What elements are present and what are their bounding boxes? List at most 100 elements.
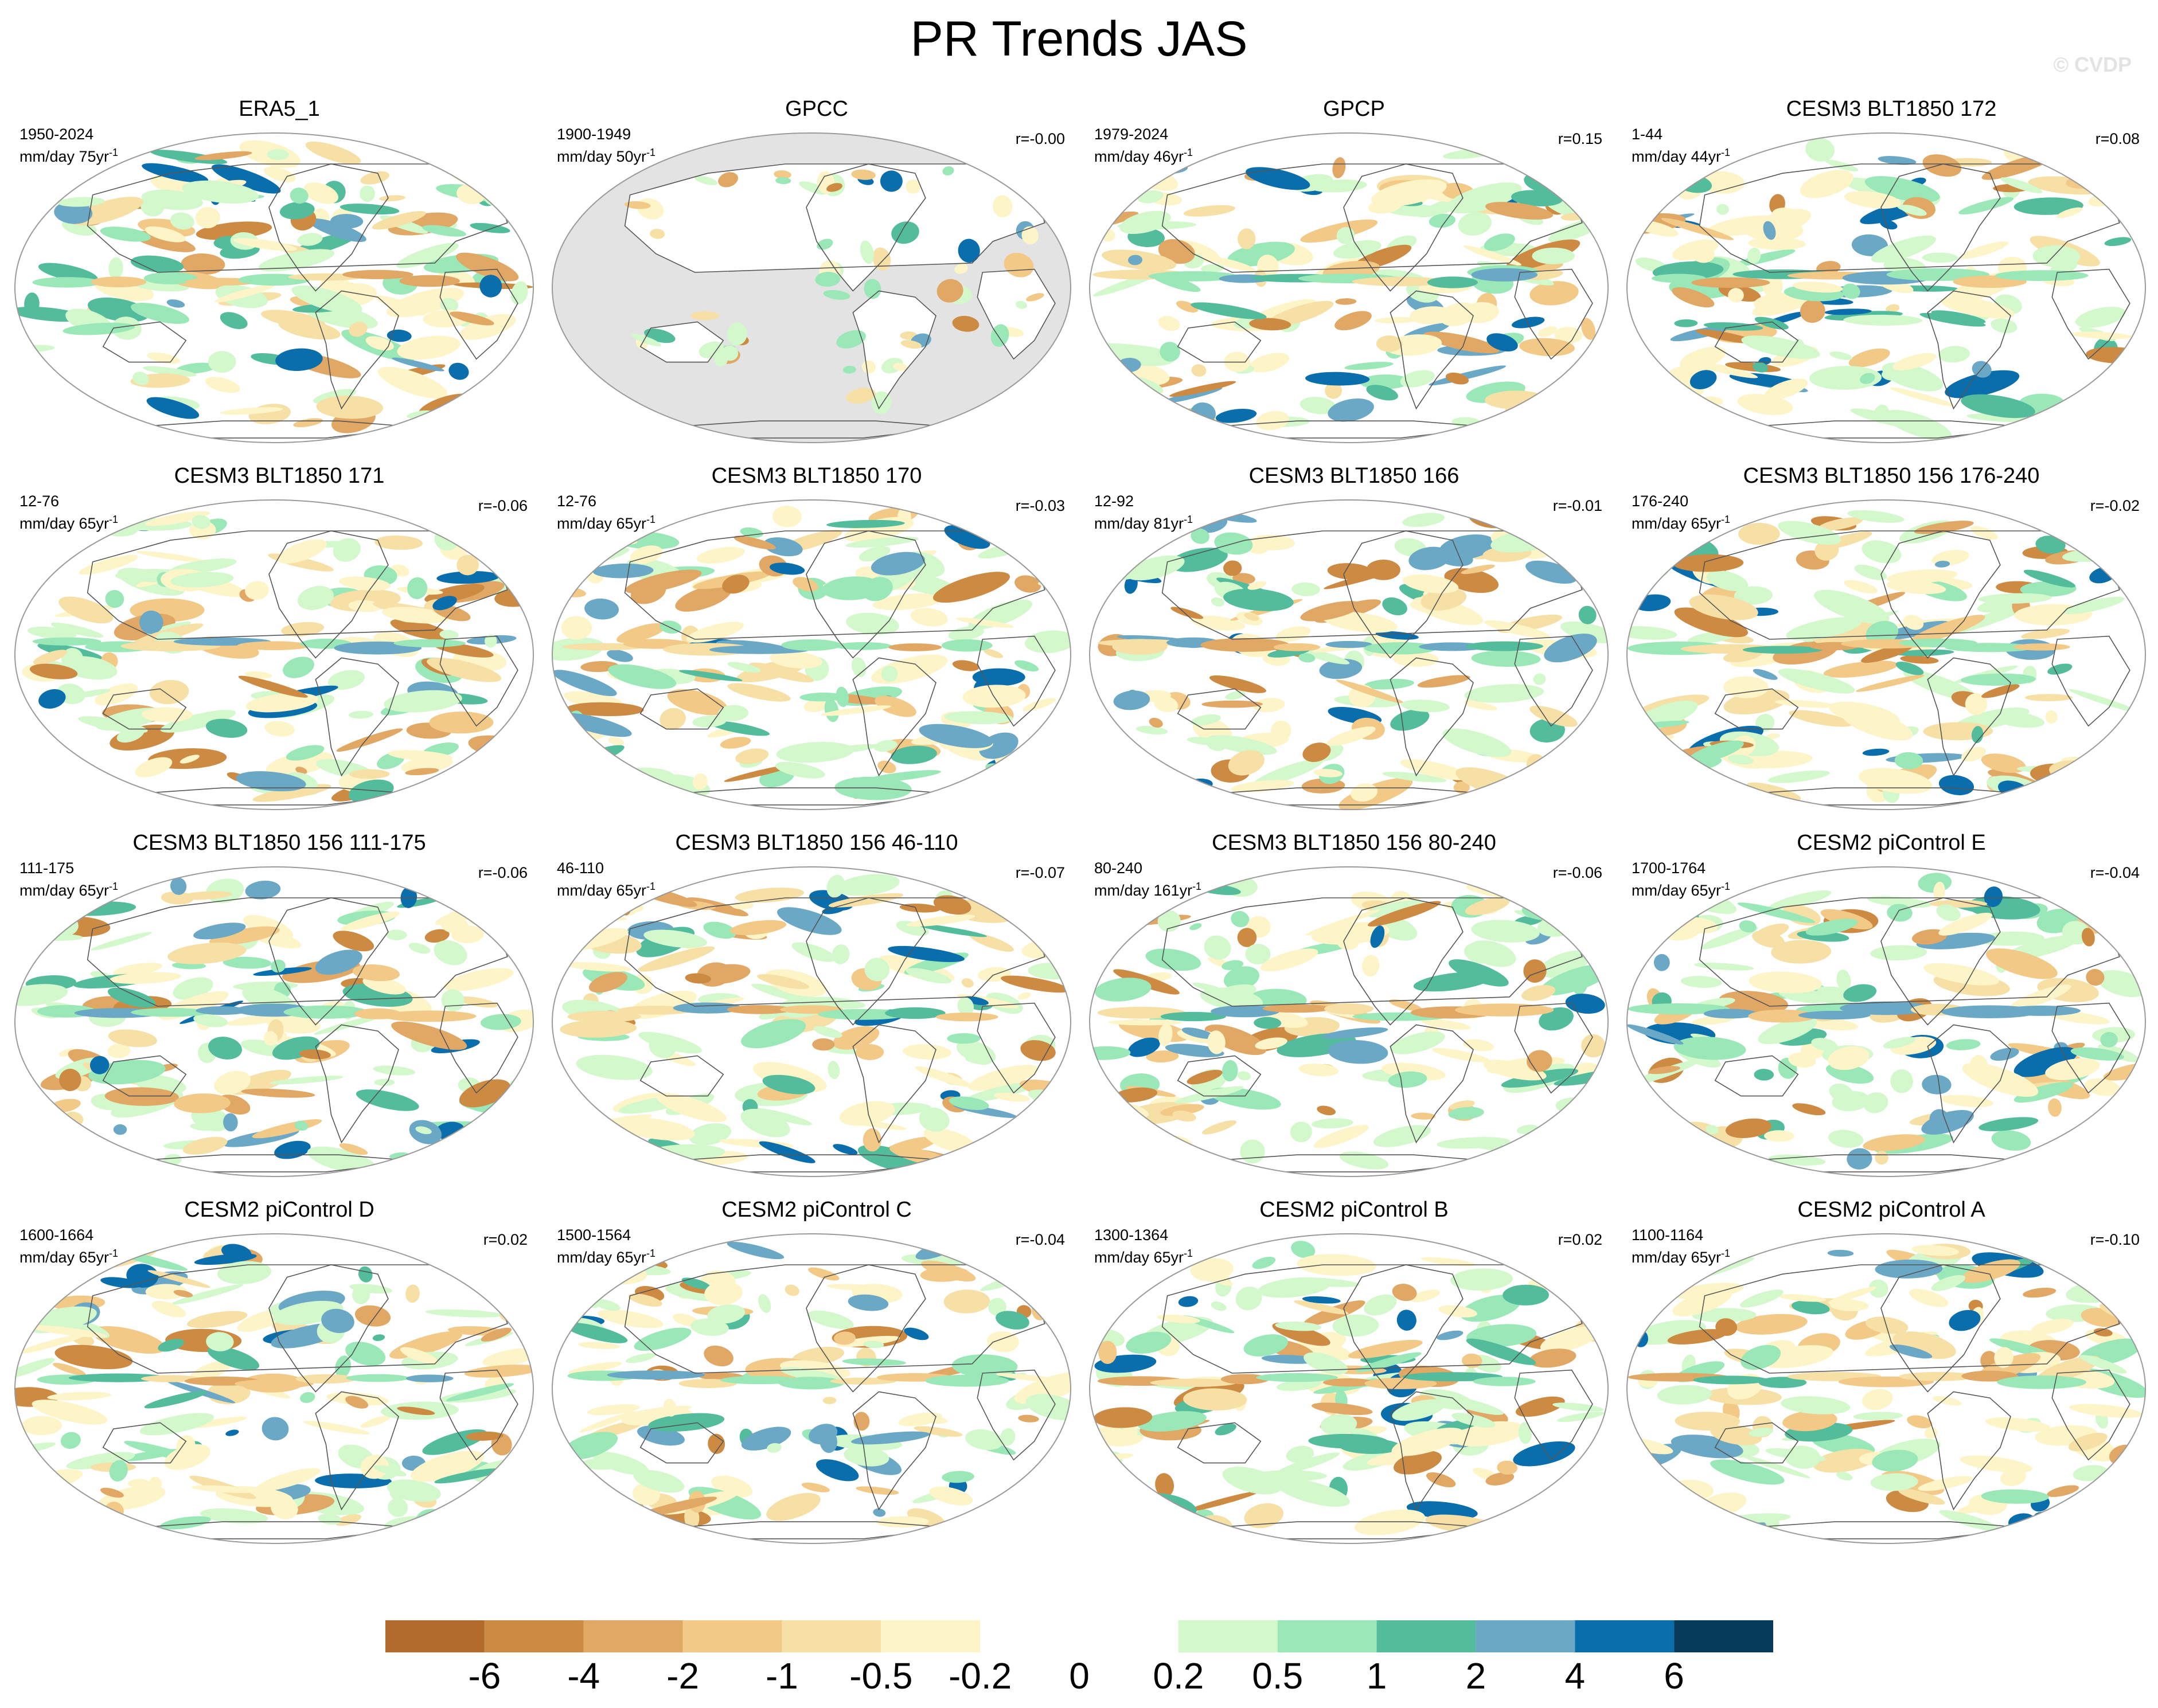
coastline-africa <box>977 1002 1056 1094</box>
robinson-map <box>1089 866 1609 1177</box>
coastline-north-america <box>806 530 926 659</box>
coastline-south-america <box>852 1391 936 1511</box>
coastline-australia <box>102 321 187 363</box>
panel-title: CESM3 BLT1850 156 80-240 <box>1212 831 1496 855</box>
coastline-south-america <box>1390 657 1474 777</box>
coastline-africa <box>977 268 1056 360</box>
panel-pattern-correlation: r=-0.06 <box>1552 864 1602 881</box>
panel-title: CESM3 BLT1850 156 176-240 <box>1743 464 2040 488</box>
colorbar-box <box>1575 1620 1675 1652</box>
panel-period: 12-92 <box>1094 493 1134 510</box>
coastline-south-america <box>1927 1024 2011 1144</box>
colorbar-tick-label: -4 <box>567 1655 600 1697</box>
panel-title: GPCP <box>1323 97 1385 121</box>
panel-title: CESM3 BLT1850 166 <box>1248 464 1460 488</box>
coastline-north-america <box>268 897 389 1026</box>
coastline-africa <box>439 635 518 727</box>
panel-units: mm/day 46yr-1 <box>1094 147 1193 165</box>
coastline-australia <box>639 1422 724 1464</box>
panel-pattern-correlation: r=-0.00 <box>1015 130 1065 147</box>
panel-units: mm/day 65yr-1 <box>1632 1248 1731 1266</box>
coastline-north-america <box>1880 163 2001 292</box>
robinson-map <box>14 1233 534 1544</box>
colorbar-box <box>1277 1620 1377 1652</box>
coastline-north-america <box>1880 530 2001 659</box>
robinson-map <box>1089 499 1609 810</box>
panel-period: 1300-1364 <box>1094 1226 1169 1244</box>
coastline-australia <box>1177 1422 1262 1464</box>
coastline-eurasia <box>87 1264 508 1374</box>
panel-units: mm/day 81yr-1 <box>1094 514 1193 532</box>
map-panel: ERA5_1 1950-2024 mm/day 75yr-1 <box>10 96 548 463</box>
robinson-map <box>1626 132 2146 443</box>
robinson-map <box>14 132 534 443</box>
map-panel: CESM2 piControl B 1300-1364 mm/day 65yr-1 r… <box>1085 1197 1623 1564</box>
coastline-africa <box>439 1369 518 1461</box>
panel-period: 12-76 <box>19 493 60 510</box>
colorbar-tick-label: 6 <box>1664 1655 1684 1697</box>
robinson-map <box>552 1233 1071 1544</box>
coastline-south-america <box>315 657 399 777</box>
coastline-australia <box>102 1055 187 1097</box>
colorbar-tick-label: 0.5 <box>1252 1655 1304 1697</box>
coastline-eurasia <box>1161 530 1583 640</box>
colorbar-tick-label: 1 <box>1366 1655 1387 1697</box>
coastline-australia <box>1177 1055 1262 1097</box>
panel-title: CESM3 BLT1850 171 <box>174 464 385 488</box>
coastline-australia <box>102 688 187 730</box>
panel-period: 1979-2024 <box>1094 126 1169 143</box>
panel-title: CESM3 BLT1850 156 111-175 <box>132 831 426 855</box>
coastline-australia <box>1714 688 1799 730</box>
coastline-africa <box>2051 1002 2130 1094</box>
coastline-south-america <box>1927 657 2011 777</box>
coastline-north-america <box>268 163 389 292</box>
coastline-africa <box>1514 1002 1593 1094</box>
coastline-africa <box>439 1002 518 1094</box>
coastline-africa <box>2051 635 2130 727</box>
colorbar-box <box>980 1620 1079 1652</box>
coastline-south-america <box>1390 1391 1474 1511</box>
coastline-australia <box>1714 321 1799 363</box>
panel-units: mm/day 65yr-1 <box>19 1248 119 1266</box>
coastline-south-america <box>315 1024 399 1144</box>
coastline-south-america <box>1390 290 1474 410</box>
figure-title: PR Trends JAS <box>910 11 1248 67</box>
robinson-map <box>1626 866 2146 1177</box>
panel-period: 80-240 <box>1094 859 1143 877</box>
panel-pattern-correlation: r=0.02 <box>1558 1231 1602 1248</box>
coastline-australia <box>102 1422 187 1464</box>
map-panel: CESM3 BLT1850 156 111-175 111-175 mm/day 6… <box>10 830 548 1197</box>
map-panel: GPCC 1900-1949 mm/day 50yr-1 r=-0.00 <box>548 96 1086 463</box>
panel-title: CESM2 piControl B <box>1259 1198 1449 1222</box>
panel-period: 12-76 <box>557 493 597 510</box>
map-panel: CESM2 piControl C 1500-1564 mm/day 65yr-1 r… <box>548 1197 1086 1564</box>
coastline-africa <box>1514 268 1593 360</box>
coastline-north-america <box>1880 1264 2001 1393</box>
panel-units: mm/day 65yr-1 <box>1632 881 1731 899</box>
coastline-south-america <box>315 290 399 410</box>
panel-units: mm/day 44yr-1 <box>1632 147 1731 165</box>
map-panel: CESM2 piControl D 1600-1664 mm/day 65yr-1 r… <box>10 1197 548 1564</box>
coastline-eurasia <box>624 897 1045 1007</box>
panel-title: GPCC <box>785 97 848 121</box>
panel-title: CESM3 BLT1850 170 <box>711 464 922 488</box>
panel-units: mm/day 65yr-1 <box>1094 1248 1193 1266</box>
coastline-north-america <box>268 530 389 659</box>
colorbar-tick-label: 0.2 <box>1153 1655 1204 1697</box>
robinson-map <box>14 499 534 810</box>
colorbar-tick-label: -0.5 <box>849 1655 913 1697</box>
coastline-eurasia <box>1699 1264 2120 1374</box>
coastline-africa <box>977 1369 1056 1461</box>
panel-units: mm/day 65yr-1 <box>19 514 119 532</box>
colorbar-box <box>583 1620 683 1652</box>
coastline-eurasia <box>1161 163 1583 273</box>
map-panel: CESM3 BLT1850 171 12-76 mm/day 65yr-1 r=-0.… <box>10 463 548 830</box>
coastline-africa <box>1514 1369 1593 1461</box>
coastline-australia <box>1177 321 1262 363</box>
colorbar-tick-label: -1 <box>765 1655 798 1697</box>
panel-period: 1950-2024 <box>19 126 94 143</box>
coastline-north-america <box>1343 897 1464 1026</box>
robinson-map <box>1089 132 1609 443</box>
coastline-south-america <box>852 1024 936 1144</box>
map-panel: CESM2 piControl E 1700-1764 mm/day 65yr-1 r… <box>1622 830 2158 1197</box>
